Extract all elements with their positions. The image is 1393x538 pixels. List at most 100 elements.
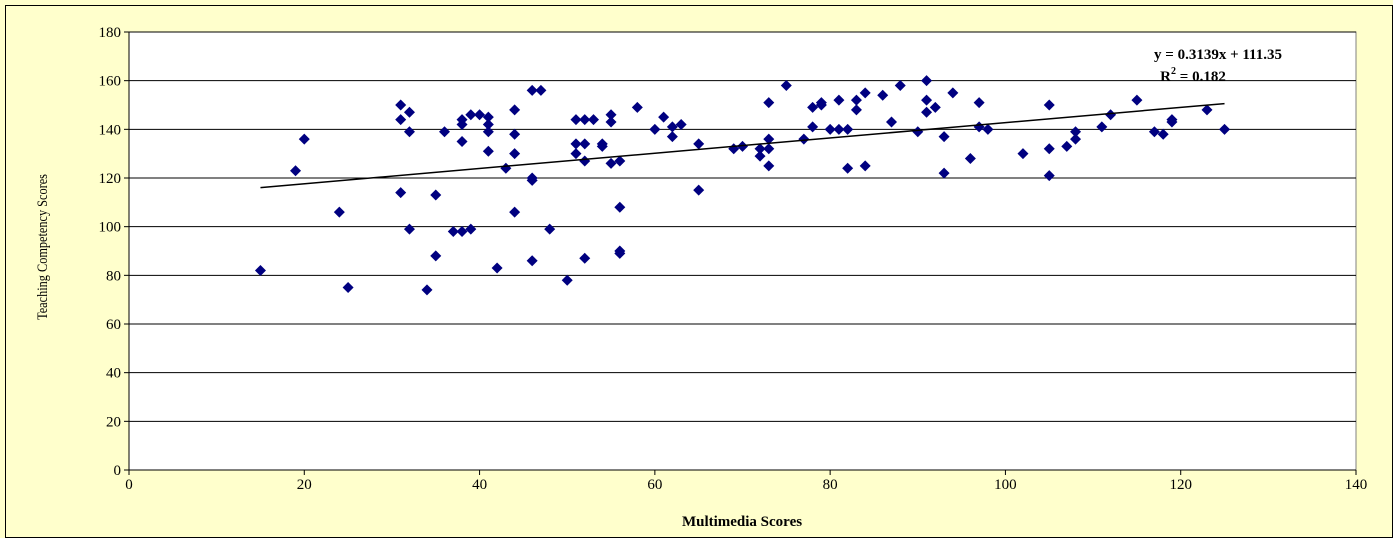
data-point: [298, 133, 310, 145]
data-point: [763, 97, 775, 109]
y-tick-label: 120: [99, 171, 122, 187]
data-point: [1070, 126, 1082, 138]
data-point: [921, 75, 933, 87]
data-point: [964, 153, 976, 165]
x-tick-label: 20: [297, 477, 312, 493]
plot-area: [128, 31, 1357, 471]
data-points: [254, 75, 1231, 296]
data-point: [947, 87, 959, 99]
data-point: [614, 155, 626, 167]
data-point: [850, 104, 862, 116]
data-point: [912, 126, 924, 138]
data-point: [815, 97, 827, 109]
data-point: [482, 126, 494, 138]
data-point: [456, 226, 468, 238]
x-tick-label: 100: [994, 477, 1017, 493]
data-point: [579, 155, 591, 167]
data-point: [938, 167, 950, 179]
data-point: [579, 138, 591, 150]
data-point: [1043, 143, 1055, 155]
data-point: [675, 118, 687, 130]
data-point: [570, 148, 582, 160]
data-point: [579, 252, 591, 264]
data-point: [596, 140, 608, 152]
data-point: [465, 223, 477, 235]
data-point: [982, 123, 994, 135]
trendline-equation: y = 0.3139x + 111.35: [1154, 47, 1282, 63]
y-tick-label: 40: [106, 366, 121, 382]
data-point: [509, 148, 521, 160]
x-tick-label: 0: [125, 477, 133, 493]
data-point: [430, 189, 442, 201]
data-point: [737, 140, 748, 152]
data-point: [526, 84, 538, 96]
data-point: [474, 109, 486, 121]
data-point: [290, 165, 302, 177]
data-point: [754, 150, 766, 162]
x-tick-label: 40: [472, 477, 487, 493]
data-point: [430, 250, 442, 262]
data-point: [421, 284, 433, 296]
data-point: [938, 131, 950, 143]
y-tick-label: 60: [106, 317, 121, 333]
data-point: [1096, 121, 1108, 133]
data-point: [833, 123, 845, 135]
data-point: [666, 131, 678, 143]
data-point: [526, 255, 538, 267]
data-point: [842, 123, 854, 135]
data-point: [859, 87, 871, 99]
data-point: [465, 109, 477, 121]
data-point: [1105, 109, 1117, 121]
data-point: [403, 126, 415, 138]
data-point: [342, 282, 354, 293]
data-point: [605, 116, 617, 128]
data-point: [842, 162, 854, 174]
data-point: [807, 121, 819, 133]
y-tick-label: 180: [99, 25, 122, 41]
data-point: [403, 223, 415, 235]
data-point: [929, 101, 941, 113]
y-axis-title: Teaching Competency Scores: [34, 174, 50, 320]
data-point: [570, 138, 582, 150]
data-point: [588, 114, 600, 126]
x-axis-title: Multimedia Scores: [682, 514, 802, 530]
data-point: [1043, 170, 1055, 182]
data-point: [1157, 128, 1169, 140]
data-point: [403, 106, 415, 118]
data-point: [605, 109, 617, 121]
x-tick-label: 140: [1345, 477, 1368, 493]
data-point: [509, 128, 521, 140]
data-point: [754, 143, 766, 155]
data-point: [859, 160, 871, 172]
data-point: [877, 89, 889, 101]
data-point: [395, 99, 407, 111]
data-point: [535, 84, 547, 96]
data-point: [850, 94, 862, 106]
data-point: [973, 97, 985, 109]
data-point: [509, 104, 521, 116]
data-point: [579, 114, 591, 126]
y-tick-label: 0: [114, 463, 122, 479]
data-point: [921, 106, 933, 118]
data-point: [482, 118, 494, 130]
data-point: [824, 123, 836, 135]
data-point: [1201, 104, 1213, 116]
data-point: [1131, 94, 1143, 106]
data-point: [1070, 133, 1082, 145]
data-point: [605, 157, 617, 169]
data-point: [763, 133, 775, 145]
data-point: [1219, 123, 1231, 135]
data-point: [1166, 116, 1178, 128]
y-tick-label: 140: [99, 122, 122, 138]
data-point: [614, 247, 626, 259]
data-point: [456, 136, 468, 147]
data-point: [649, 123, 661, 135]
data-point: [456, 118, 468, 130]
data-point: [526, 174, 538, 186]
data-point: [666, 121, 678, 133]
data-point: [333, 206, 345, 218]
data-point: [447, 226, 459, 238]
data-point: [439, 126, 451, 138]
data-point: [798, 133, 810, 145]
